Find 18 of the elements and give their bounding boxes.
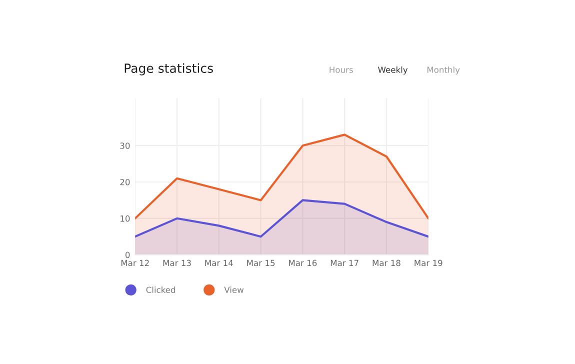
x-tick-label: Mar 19: [414, 260, 442, 266]
chart-title: Page statistics: [124, 63, 213, 76]
text: Weekly: [378, 66, 408, 75]
y-tick-label: 10: [120, 215, 130, 222]
x-tick-label: Mar 16: [289, 260, 317, 266]
x-tick-label: Mar 15: [247, 260, 275, 266]
x-tick-label: Mar 12: [121, 260, 149, 266]
x-tick-label: Mar 18: [372, 260, 400, 266]
legend-label: View: [224, 286, 244, 294]
x-tick-label: Mar 14: [205, 260, 233, 266]
legend-label: Clicked: [146, 286, 176, 294]
text: Monthly: [427, 66, 460, 75]
x-tick-label: Mar 17: [330, 260, 358, 266]
y-tick-label: 30: [120, 142, 130, 149]
y-tick-label: 0: [126, 252, 130, 258]
text: Hours: [330, 66, 353, 73]
y-tick-label: 20: [120, 178, 130, 186]
x-tick-label: Mar 13: [163, 260, 191, 266]
